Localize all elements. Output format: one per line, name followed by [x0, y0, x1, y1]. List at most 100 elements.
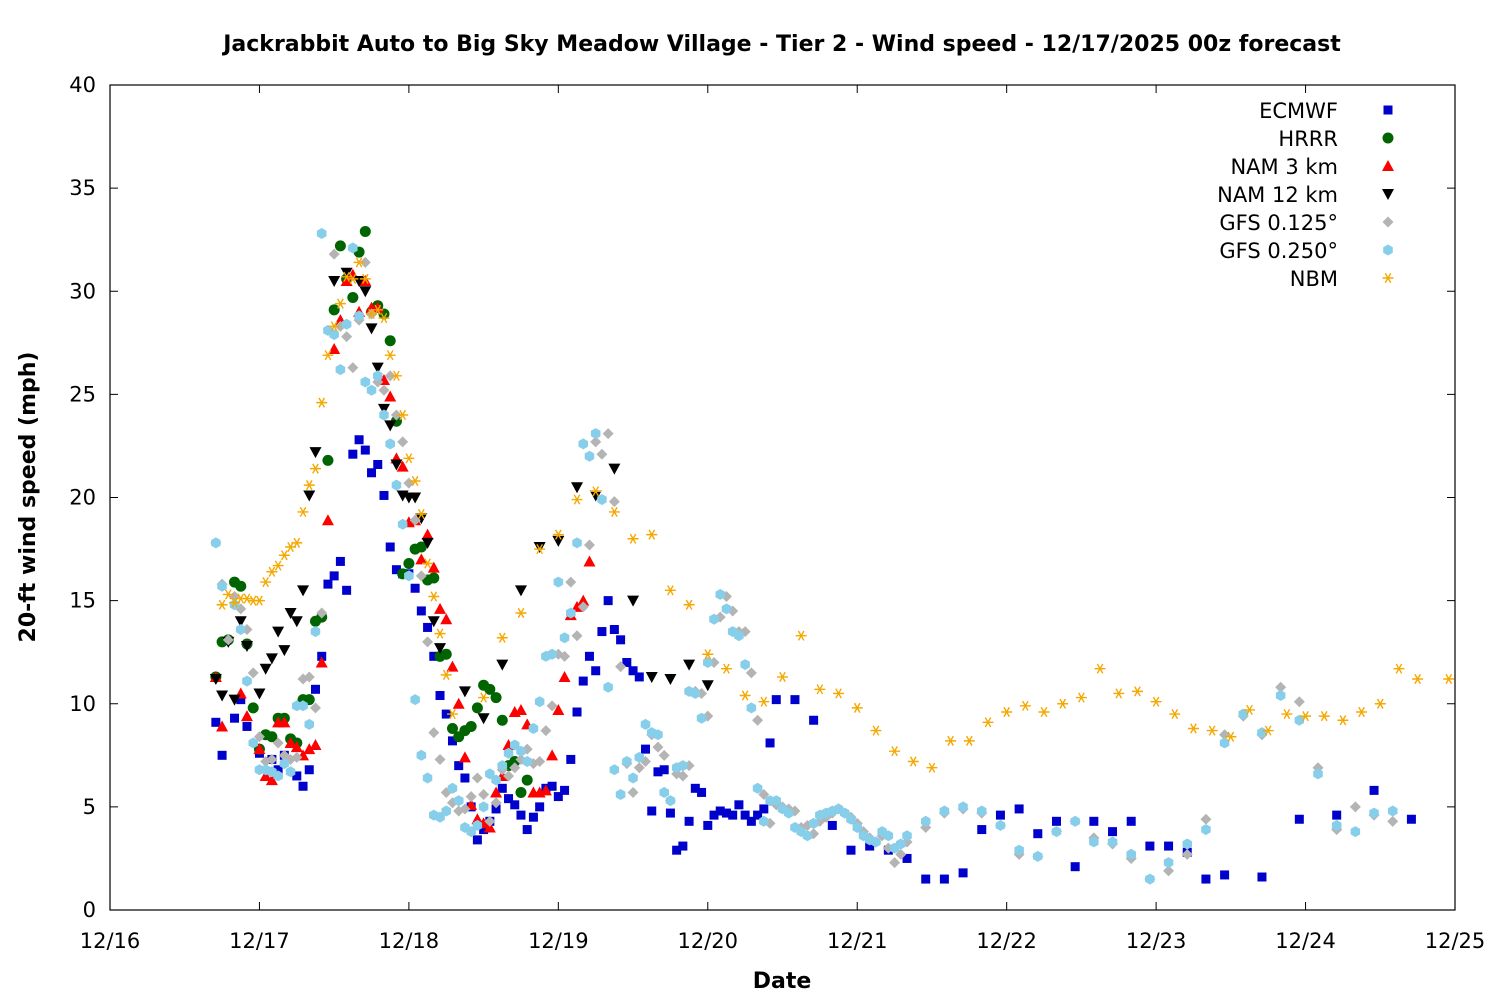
data-point — [216, 690, 229, 702]
data-point — [746, 702, 757, 714]
data-point — [833, 688, 845, 699]
data-point — [354, 435, 364, 445]
data-point — [584, 651, 594, 661]
data-point — [622, 756, 632, 767]
data-point — [609, 764, 620, 776]
x-tick-label: 12/19 — [528, 929, 589, 953]
data-point — [809, 715, 819, 725]
data-point — [1356, 706, 1368, 718]
data-point — [491, 774, 501, 786]
data-point — [259, 663, 272, 675]
data-point — [242, 721, 252, 731]
data-point — [247, 667, 259, 679]
data-point — [1150, 696, 1162, 707]
data-point — [945, 735, 957, 746]
data-point — [715, 588, 725, 600]
data-point — [230, 713, 240, 723]
data-point — [298, 781, 308, 791]
data-point — [583, 539, 595, 551]
data-point — [209, 674, 222, 685]
data-point — [435, 811, 445, 823]
data-point — [367, 468, 377, 478]
x-tick-label: 12/20 — [678, 929, 739, 953]
data-point — [602, 428, 614, 440]
data-point — [403, 453, 415, 464]
series-nbm — [216, 257, 1455, 773]
data-point — [865, 841, 875, 851]
data-point — [285, 766, 296, 778]
data-point — [690, 687, 701, 699]
data-point — [410, 694, 420, 706]
data-point — [478, 692, 490, 703]
data-point — [1038, 706, 1050, 718]
data-point — [279, 758, 290, 770]
data-point — [1257, 727, 1267, 739]
data-point — [496, 714, 508, 726]
data-point — [1201, 824, 1211, 836]
data-point — [384, 370, 396, 382]
data-point — [503, 770, 515, 782]
data-point — [328, 304, 340, 316]
data-point — [292, 771, 302, 781]
data-point — [322, 454, 334, 466]
data-point — [560, 785, 570, 795]
data-point — [371, 362, 384, 374]
data-point — [379, 490, 389, 500]
data-point — [359, 286, 372, 298]
data-point — [1349, 801, 1361, 813]
data-point — [958, 801, 968, 813]
data-point — [421, 528, 434, 540]
data-point — [995, 819, 1006, 831]
data-point — [552, 703, 565, 715]
data-point — [1262, 725, 1274, 736]
data-point — [321, 514, 334, 526]
data-point — [790, 695, 800, 705]
data-point — [516, 810, 526, 820]
data-point — [422, 772, 433, 784]
data-point — [1369, 785, 1379, 795]
data-point — [827, 820, 837, 830]
data-point — [1225, 731, 1237, 742]
data-point — [521, 774, 533, 786]
data-point — [721, 603, 732, 615]
data-point — [1145, 841, 1155, 851]
data-point — [552, 535, 565, 547]
data-point — [534, 696, 545, 708]
data-point — [222, 634, 234, 646]
y-tick-label: 20 — [69, 486, 96, 510]
data-point — [241, 593, 253, 604]
data-point — [566, 607, 576, 619]
data-point — [390, 409, 402, 421]
data-point — [484, 683, 496, 695]
data-point — [410, 583, 420, 593]
data-point — [1051, 826, 1062, 838]
data-point — [466, 826, 476, 838]
chart-title: Jackrabbit Auto to Big Sky Meadow Villag… — [221, 32, 1341, 57]
data-point — [840, 807, 850, 819]
data-point — [745, 667, 757, 679]
y-tick-label: 15 — [69, 589, 96, 613]
data-point — [571, 630, 583, 642]
legend-marker — [1383, 244, 1393, 256]
y-tick-label: 25 — [69, 382, 96, 406]
data-point — [653, 729, 663, 741]
data-point — [608, 463, 621, 475]
data-point — [510, 800, 520, 810]
data-point — [471, 702, 483, 714]
data-point — [1089, 816, 1099, 826]
data-point — [359, 273, 371, 284]
data-point — [328, 275, 341, 287]
data-point — [309, 447, 322, 459]
data-point — [1070, 815, 1080, 827]
data-point — [672, 845, 682, 855]
data-point — [571, 494, 583, 505]
data-point — [572, 707, 582, 717]
data-point — [472, 819, 483, 831]
x-axis-label: Date — [753, 969, 812, 994]
data-point — [634, 672, 644, 682]
data-point — [483, 821, 496, 833]
data-point — [423, 622, 433, 632]
data-point — [471, 772, 483, 784]
data-point — [902, 853, 912, 863]
data-point — [1294, 714, 1305, 726]
